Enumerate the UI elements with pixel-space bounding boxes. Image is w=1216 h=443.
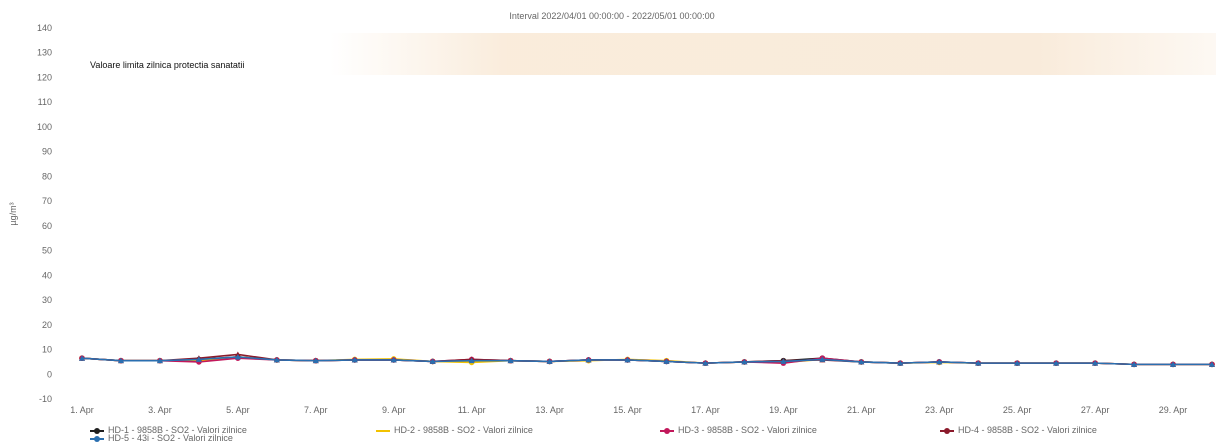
- data-point[interactable]: [390, 356, 397, 363]
- legend-symbol: [90, 427, 104, 434]
- legend-item[interactable]: HD-4 - 9858B - SO2 - Valori zilnice: [940, 426, 1097, 435]
- y-tick-label: 10: [42, 345, 52, 355]
- y-tick-label: 140: [37, 23, 52, 33]
- legend-label: HD-3 - 9858B - SO2 - Valori zilnice: [678, 425, 817, 435]
- legend-symbol: [90, 435, 104, 442]
- y-tick-label: 60: [42, 221, 52, 231]
- legend-label: HD-5 - 43i - SO2 - Valori zilnice: [108, 433, 233, 443]
- x-tick-label: 25. Apr: [1003, 405, 1032, 415]
- data-point[interactable]: [702, 360, 709, 366]
- y-tick-labels: -10 0 10 20 30 40 50 60 70 80 90 100 110 120 130 140: [37, 23, 52, 404]
- data-point[interactable]: [234, 353, 241, 360]
- x-tick-label: 23. Apr: [925, 405, 954, 415]
- data-point[interactable]: [468, 357, 475, 364]
- legend-symbol: [376, 428, 390, 434]
- x-tick-label: 9. Apr: [382, 405, 406, 415]
- y-tick-label: 90: [42, 147, 52, 157]
- x-tick-label: 13. Apr: [535, 405, 564, 415]
- x-tick-label: 3. Apr: [148, 405, 172, 415]
- x-tick-label: 15. Apr: [613, 405, 642, 415]
- data-point[interactable]: [975, 360, 982, 366]
- data-point[interactable]: [351, 356, 358, 363]
- data-point[interactable]: [663, 358, 670, 364]
- legend-item[interactable]: HD-2 - 9858B - SO2 - Valori zilnice: [376, 426, 533, 435]
- data-point[interactable]: [936, 358, 943, 365]
- y-tick-label: 50: [42, 246, 52, 256]
- legend-label: HD-1 - 9858B - SO2 - Valori zilnice: [108, 425, 247, 435]
- legend-symbol: [940, 427, 954, 434]
- x-tick-label: 19. Apr: [769, 405, 798, 415]
- legend-item[interactable]: HD-1 - 9858B - SO2 - Valori zilnice: [90, 426, 247, 435]
- x-tick-label: 21. Apr: [847, 405, 876, 415]
- legend-item[interactable]: HD-5 - 43i - SO2 - Valori zilnice: [90, 434, 233, 443]
- data-point[interactable]: [741, 358, 748, 365]
- data-point[interactable]: [1170, 361, 1177, 367]
- highlight-band: [330, 33, 1216, 75]
- legend-label: HD-4 - 9858B - SO2 - Valori zilnice: [958, 425, 1097, 435]
- y-tick-label: 70: [42, 196, 52, 206]
- data-point[interactable]: [1131, 361, 1138, 367]
- data-point[interactable]: [429, 358, 436, 364]
- x-tick-label: 29. Apr: [1159, 405, 1188, 415]
- limit-annotation: Valoare limita zilnica protectia sanatat…: [90, 60, 244, 70]
- data-point[interactable]: [897, 360, 904, 366]
- x-tick-label: 11. Apr: [458, 405, 486, 415]
- data-point[interactable]: [585, 356, 592, 363]
- data-point[interactable]: [1053, 360, 1060, 366]
- x-tick-label: 5. Apr: [226, 405, 250, 415]
- y-tick-label: -10: [39, 394, 52, 404]
- x-tick-label: 27. Apr: [1081, 405, 1110, 415]
- line-chart: Interval 2022/04/01 00:00:00 - 2022/05/0…: [8, 11, 1215, 415]
- y-tick-label: 100: [37, 122, 52, 132]
- x-tick-labels: 1. Apr 3. Apr 5. Apr 7. Apr 9. Apr 11. Apr 13.…: [70, 405, 1187, 415]
- y-tick-label: 130: [37, 48, 52, 58]
- chart-title: Interval 2022/04/01 00:00:00 - 2022/05/0…: [509, 11, 714, 21]
- x-tick-label: 17. Apr: [691, 405, 720, 415]
- data-point[interactable]: [624, 356, 631, 363]
- data-point[interactable]: [819, 356, 826, 362]
- data-point[interactable]: [1209, 361, 1215, 367]
- data-point[interactable]: [858, 358, 865, 365]
- data-point[interactable]: [780, 358, 787, 364]
- series-5: [79, 353, 1215, 367]
- data-point[interactable]: [312, 357, 319, 364]
- x-tick-label: 7. Apr: [304, 405, 328, 415]
- data-point[interactable]: [1092, 360, 1099, 366]
- data-point[interactable]: [1014, 360, 1021, 366]
- y-tick-label: 80: [42, 171, 52, 181]
- legend-label: HD-2 - 9858B - SO2 - Valori zilnice: [394, 425, 533, 435]
- y-tick-label: 110: [38, 97, 52, 107]
- legend-symbol: [660, 427, 674, 434]
- series-group: [79, 351, 1215, 368]
- y-tick-label: 30: [42, 295, 52, 305]
- y-tick-label: 20: [42, 320, 52, 330]
- data-point[interactable]: [273, 356, 280, 363]
- y-axis-label: µg/m³: [8, 202, 18, 225]
- x-tick-label: 1. Apr: [70, 405, 94, 415]
- data-point[interactable]: [507, 357, 514, 364]
- data-point[interactable]: [195, 356, 202, 362]
- data-point[interactable]: [117, 357, 124, 364]
- data-point[interactable]: [79, 355, 85, 361]
- legend-item[interactable]: HD-3 - 9858B - SO2 - Valori zilnice: [660, 426, 817, 435]
- series-line: [81, 356, 1212, 366]
- y-tick-label: 0: [47, 369, 52, 379]
- y-tick-label: 40: [42, 270, 52, 280]
- y-tick-label: 120: [37, 72, 52, 82]
- data-point[interactable]: [546, 358, 553, 364]
- data-point[interactable]: [156, 357, 163, 364]
